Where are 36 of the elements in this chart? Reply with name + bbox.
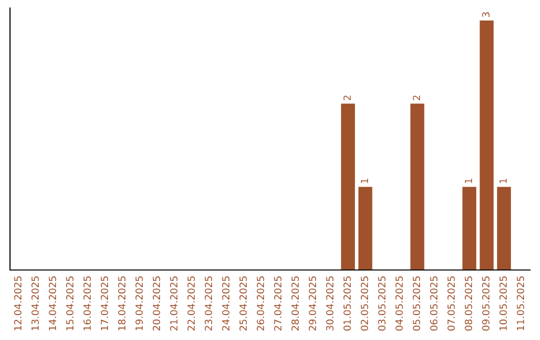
- x-tick-label: 20.04.2025: [152, 276, 160, 331]
- x-tick-label: 22.04.2025: [187, 276, 195, 331]
- x-tick-label: 12.04.2025: [14, 276, 22, 330]
- x-tick-label: 01.05.2025: [343, 276, 351, 331]
- x-tick-label: 28.04.2025: [291, 276, 299, 331]
- x-tick-label: 27.04.2025: [274, 276, 282, 331]
- x-tick-label: 30.04.2025: [326, 276, 334, 330]
- x-tick-label: 21.04.2025: [170, 276, 178, 331]
- x-tick-label: 06.05.2025: [430, 276, 438, 331]
- x-tick-label: 03.05.2025: [378, 276, 386, 331]
- x-tick-label: 13.04.2025: [31, 276, 39, 330]
- x-tick-label: 25.04.2025: [239, 276, 247, 331]
- data-label: 1: [360, 178, 368, 183]
- x-tick-label: 09.05.2025: [482, 276, 490, 331]
- x-tick-label: 08.05.2025: [464, 276, 472, 331]
- x-tick-label: 18.04.2025: [118, 276, 126, 330]
- x-tick-label: 16.04.2025: [83, 276, 91, 330]
- x-tick-label: 14.04.2025: [48, 276, 56, 330]
- data-label: 1: [500, 178, 507, 183]
- data-label: 2: [412, 96, 420, 100]
- x-tick-label: 17.04.2025: [100, 276, 108, 330]
- x-tick-label: 05.05.2025: [412, 276, 420, 331]
- x-tick-label: 29.04.2025: [308, 276, 316, 331]
- x-tick-label: 11.05.2025: [516, 276, 524, 330]
- x-tick-label: 02.05.2025: [360, 276, 368, 331]
- data-label: 2: [343, 96, 351, 100]
- x-tick-label: 04.05.2025: [395, 276, 403, 331]
- x-tick-label: 19.04.2025: [135, 276, 143, 330]
- x-tick-label: 24.04.2025: [222, 276, 230, 331]
- x-tick-label: 07.05.2025: [447, 276, 455, 331]
- x-tick-label: 23.04.2025: [204, 276, 212, 331]
- x-tick-label: 15.04.2025: [66, 276, 74, 330]
- x-tick-label: 10.05.2025: [499, 276, 507, 330]
- x-tick-label: 26.04.2025: [256, 276, 264, 331]
- data-label: 3: [482, 12, 490, 17]
- data-label: 1: [464, 178, 472, 183]
